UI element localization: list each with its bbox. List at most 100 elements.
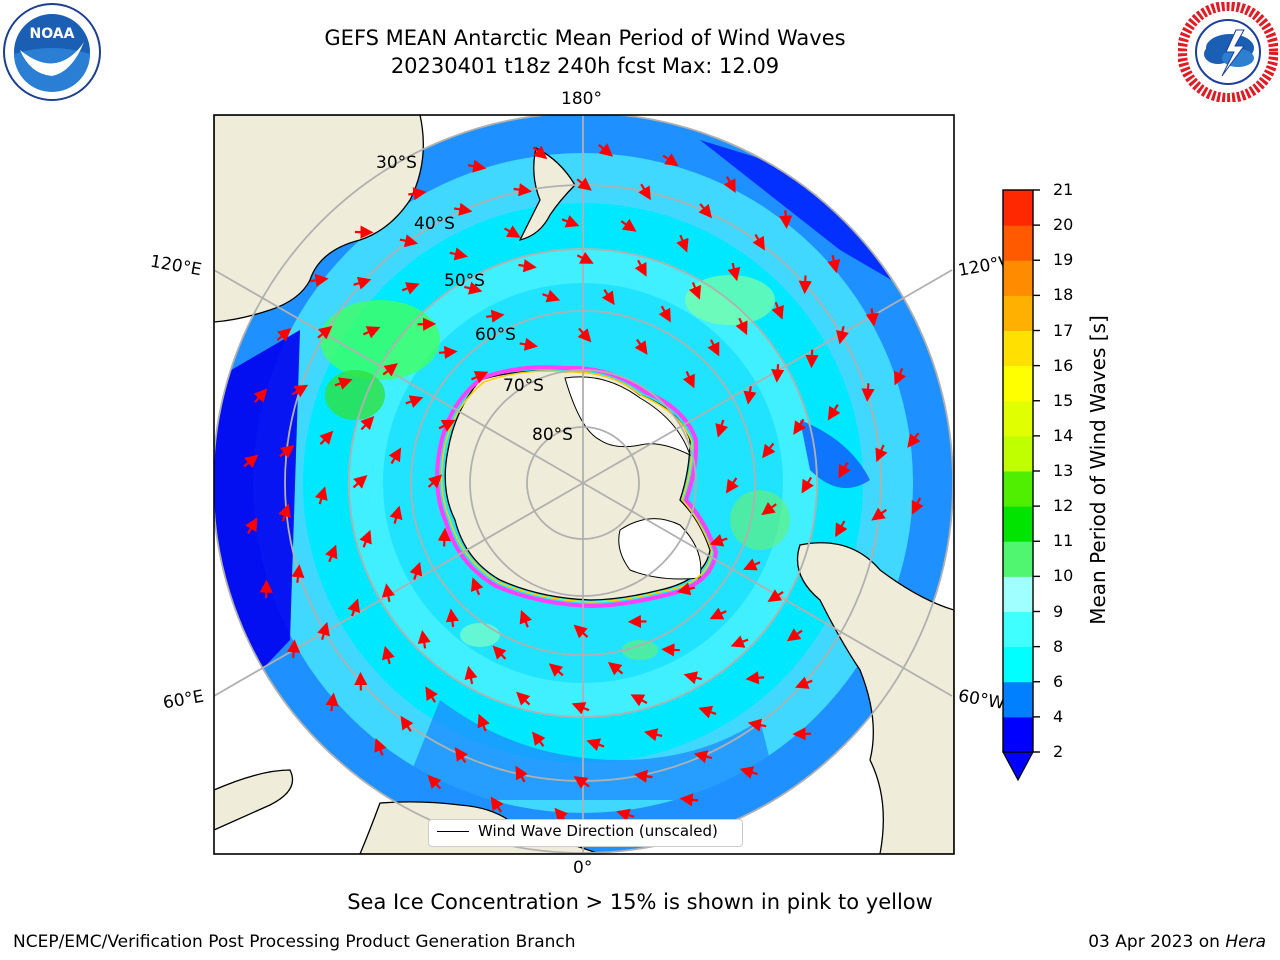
wind-wave-arrow (801, 476, 814, 494)
wind-wave-arrow (576, 251, 594, 264)
wind-wave-arrow (437, 527, 451, 547)
wind-wave-arrow (382, 363, 398, 377)
wind-wave-arrow (679, 793, 699, 807)
colorbar-tick-label: 9 (1053, 601, 1064, 621)
wind-wave-arrow (747, 718, 767, 732)
wind-wave-arrow (399, 234, 419, 248)
wind-wave-arrow (427, 474, 443, 489)
colorbar-tick-label: 19 (1053, 250, 1074, 270)
wind-wave-arrow (630, 694, 648, 707)
wind-wave-arrow (245, 517, 258, 534)
wind-wave-arrow (532, 145, 548, 160)
wind-wave-arrow (616, 808, 635, 822)
footer-date: 03 Apr 2023 on Hera (1088, 932, 1266, 952)
lon-label-0: 0° (573, 858, 593, 878)
wind-wave-arrow (827, 404, 841, 421)
colorbar-tick-label: 11 (1053, 531, 1074, 551)
wind-wave-arrow (794, 676, 813, 689)
colorbar-segment (1003, 400, 1033, 437)
wind-wave-arrow (743, 386, 757, 405)
wind-wave-arrow (661, 643, 680, 657)
wind-wave-arrow (374, 737, 387, 756)
wind-wave-arrow (835, 520, 848, 538)
wind-wave-arrow (577, 327, 592, 343)
wind-wave-arrow (464, 665, 478, 685)
wind-wave-arrow (586, 738, 605, 751)
legend-label: Wind Wave Direction (unscaled) (478, 822, 718, 840)
wind-wave-arrow (871, 507, 887, 521)
wind-wave-arrow (707, 339, 720, 357)
footer-date-text: 03 Apr 2023 on (1088, 932, 1220, 952)
wind-wave-arrow (786, 628, 803, 642)
footer-machine: Hera (1225, 932, 1266, 952)
graticule (214, 115, 954, 854)
wind-wave-arrow (515, 765, 528, 783)
wind-wave-arrow (779, 210, 793, 229)
lat-label-30s: 30°S (376, 153, 417, 173)
lat-label-60s: 60°S (475, 325, 516, 345)
wind-wave-arrow (454, 747, 468, 764)
colorbar-extend-arrow (1001, 751, 1035, 782)
colorbar-tick-label: 17 (1053, 320, 1074, 340)
wind-wave-arrow (715, 419, 729, 438)
wind-wave-arrow (865, 308, 879, 327)
wind-wave-arrow (291, 384, 309, 398)
wind-wave-arrow (477, 713, 490, 732)
wind-wave-arrow (492, 645, 507, 660)
wind-wave-arrow (761, 501, 777, 516)
wind-wave-arrow (739, 766, 758, 779)
chart-title: GEFS MEAN Antarctic Mean Period of Wind … (324, 26, 846, 50)
wind-wave-arrow (504, 225, 521, 238)
wind-wave-arrow (693, 750, 713, 764)
colorbar-tick-label: 4 (1053, 706, 1064, 726)
wind-wave-arrow (516, 691, 531, 706)
wind-wave-arrow (389, 505, 403, 524)
colorbar-segment (1003, 225, 1033, 261)
wind-wave-arrow (353, 276, 372, 290)
map-frame (213, 114, 955, 855)
wind-wave-arrow (676, 234, 689, 253)
wind-wave-arrow (752, 233, 765, 251)
wind-wave-arrow (287, 639, 301, 658)
wind-wave-arrow (735, 317, 748, 336)
wind-wave-arrow (548, 663, 564, 677)
colorbar-segment (1003, 471, 1033, 507)
wind-wave-arrow (325, 692, 339, 712)
wind-wave-arrow (470, 577, 484, 596)
wind-wave-arrow (662, 153, 679, 167)
wind-wave-arrow (727, 262, 741, 282)
wind-wave-arrow (347, 598, 361, 617)
colorbar-tick-label: 10 (1053, 566, 1074, 586)
wind-wave-arrow (683, 671, 702, 685)
wind-wave-arrow (439, 345, 458, 359)
footer-branch: NCEP/EMC/Verification Post Processing Pr… (13, 932, 576, 952)
wind-wave-arrow (542, 289, 561, 303)
wind-wave-arrow (401, 282, 420, 295)
noaa-logo-text: NOAA (30, 26, 75, 42)
ross-ice-shelf (564, 376, 691, 456)
wind-wave-arrow (709, 607, 727, 620)
wind-wave-arrow (911, 497, 924, 515)
wind-wave-arrow (798, 275, 812, 295)
wind-wave-arrow (634, 338, 648, 355)
wind-wave-arrow (561, 215, 580, 228)
wind-wave-arrow (634, 259, 647, 277)
wind-wave-arrow (513, 183, 533, 197)
colorbar-tick-label: 18 (1053, 285, 1074, 305)
wind-wave-arrow (620, 218, 637, 232)
wind-wave-arrow (698, 705, 717, 719)
wind-wave-arrows (243, 143, 924, 823)
lon-label-180: 180° (561, 89, 602, 109)
colorbar-tick-label: 13 (1053, 461, 1074, 480)
wind-wave-arrow (490, 796, 504, 813)
wind-wave-arrow (518, 259, 537, 273)
wind-wave-arrow (291, 564, 305, 583)
colorbar-segment (1003, 716, 1033, 753)
colorbar-tick-label: 16 (1053, 355, 1074, 375)
colorbar-tick-label: 8 (1053, 636, 1064, 656)
colorbar-tick-label: 6 (1053, 671, 1064, 691)
wind-wave-arrow (907, 432, 921, 448)
wind-wave-arrow (453, 202, 473, 216)
wind-wave-arrow (359, 529, 372, 548)
wind-wave-arrow (279, 444, 295, 459)
